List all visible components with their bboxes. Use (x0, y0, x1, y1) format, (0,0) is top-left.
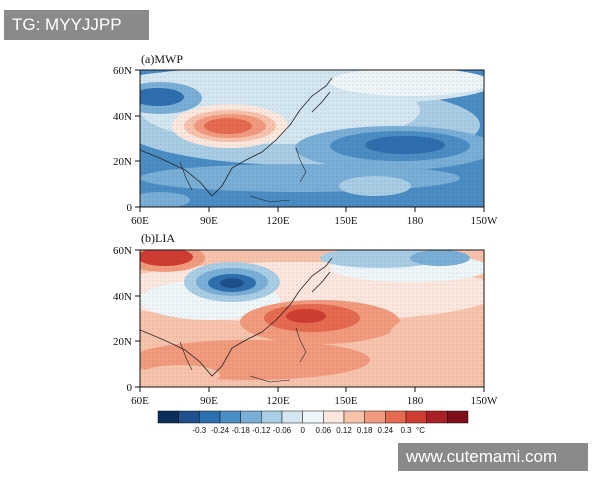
colorbar-swatch (261, 410, 283, 424)
lon-label-150e: 150E (334, 395, 358, 407)
colorbar-swatch (447, 410, 469, 424)
lon-label-90e: 90E (200, 395, 218, 407)
colorbar-tick-label: 0 (300, 426, 305, 435)
colorbar-swatch (302, 410, 324, 424)
lat-label-40n: 40N (113, 291, 132, 303)
lat-label-0: 0 (127, 382, 133, 394)
colorbar-labels: -0.3 -0.24 -0.18 -0.12 -0.06 0 0.06 0.12 0.18 0.2… (192, 426, 412, 435)
colorbar-swatch (240, 410, 262, 424)
colorbar-tick-label: -0.24 (211, 426, 230, 435)
lon-label-150e: 150E (334, 215, 358, 227)
colorbar-tick-label: 0.06 (316, 426, 332, 435)
colorbar-swatch (426, 410, 448, 424)
colorbar-swatch (219, 410, 241, 424)
lat-label-60n: 60N (113, 65, 132, 77)
panel-mwp: (a)MWP (113, 52, 498, 227)
colorbar-swatch (323, 410, 345, 424)
colorbar-swatches (157, 410, 469, 424)
lon-label-150w: 150W (471, 215, 499, 227)
lon-label-120e: 120E (266, 215, 290, 227)
lon-label-90e: 90E (200, 215, 218, 227)
colorbar-swatch (385, 410, 407, 424)
colorbar-tick-label: 0.18 (357, 426, 373, 435)
colorbar-swatch (157, 410, 179, 424)
colorbar-tick-label: -0.12 (252, 426, 271, 435)
panel-b-lon-axis: 60E 90E 120E 150E 180 150W (131, 387, 498, 407)
lon-label-60e: 60E (131, 395, 149, 407)
colorbar-swatch (281, 410, 303, 424)
colorbar-swatch (343, 410, 365, 424)
panel-a-title: (a)MWP (141, 52, 183, 66)
colorbar-tick-label: 0.24 (378, 426, 394, 435)
colorbar-tick-label: 0.3 (400, 426, 412, 435)
lon-label-180: 180 (407, 395, 424, 407)
colorbar: -0.3 -0.24 -0.18 -0.12 -0.06 0 0.06 0.12 0.18 0.2… (157, 410, 469, 435)
lat-label-0: 0 (127, 202, 133, 214)
colorbar-swatch (199, 410, 221, 424)
colorbar-unit: °C (416, 426, 425, 435)
lon-label-60e: 60E (131, 215, 149, 227)
lat-label-20n: 20N (113, 336, 132, 348)
panel-lia: (b)LIA (113, 231, 498, 407)
lat-label-60n: 60N (113, 245, 132, 257)
colorbar-tick-label: -0.3 (192, 426, 206, 435)
colorbar-tick-label: 0.12 (336, 426, 352, 435)
panel-b-field (140, 250, 484, 387)
colorbar-tick-label: -0.06 (273, 426, 292, 435)
panel-a-lon-axis: 60E 90E 120E 150E 180 150W (131, 207, 498, 227)
colorbar-swatch (405, 410, 427, 424)
panel-a-lat-axis: 60N 40N 20N 0 (113, 65, 140, 214)
panel-b-title: (b)LIA (141, 231, 175, 245)
lon-label-150w: 150W (471, 395, 499, 407)
colorbar-tick-label: -0.18 (232, 426, 251, 435)
watermark-bottom-right: www.cutemami.com (398, 443, 588, 471)
lat-label-40n: 40N (113, 111, 132, 123)
lon-label-120e: 120E (266, 395, 290, 407)
colorbar-swatch (178, 410, 200, 424)
lon-label-180: 180 (407, 215, 424, 227)
panel-b-lat-axis: 60N 40N 20N 0 (113, 245, 140, 394)
colorbar-swatch (364, 410, 386, 424)
lat-label-20n: 20N (113, 156, 132, 168)
panel-a-field (140, 70, 484, 207)
watermark-top-left: TG: MYYJJPP (4, 10, 149, 40)
